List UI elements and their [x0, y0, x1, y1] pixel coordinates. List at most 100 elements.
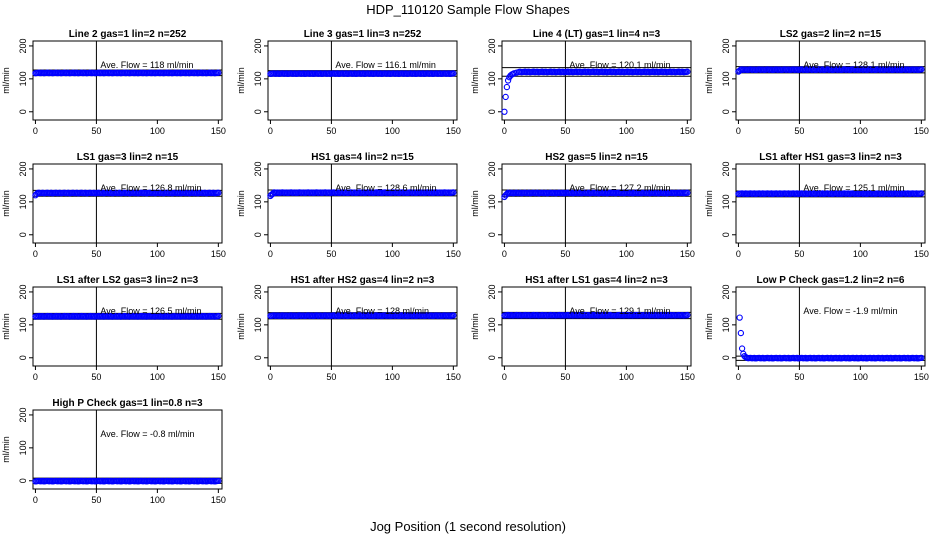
x-tick-label: 100 — [619, 249, 634, 259]
y-tick-label: 100 — [721, 194, 731, 209]
panel-5: LS1 gas=3 lin=2 n=15 0 50 100 150 0 100 200 ml/m… — [1, 152, 226, 259]
y-tick-label: 200 — [487, 161, 497, 176]
y-axis-label: ml/min — [704, 67, 714, 94]
x-tick-label: 150 — [211, 126, 226, 136]
panel-8: LS1 after HS1 gas=3 lin=2 n=3 0 50 100 150 0 1… — [704, 152, 929, 259]
ave-flow-annotation: Ave. Flow = 126.8 ml/min — [100, 183, 201, 193]
x-tick-label: 150 — [914, 249, 929, 259]
y-axis-label: ml/min — [704, 190, 714, 217]
data-point — [684, 189, 691, 196]
panel-title: HS1 after HS2 gas=4 lin=2 n=3 — [291, 275, 435, 286]
panel-title: LS2 gas=2 lin=2 n=15 — [780, 29, 882, 40]
x-tick-label: 0 — [736, 372, 741, 382]
panel-9: LS1 after LS2 gas=3 lin=2 n=3 0 50 100 150 0 1… — [1, 275, 226, 382]
plot-frame — [501, 286, 692, 367]
y-axis-label: ml/min — [236, 67, 246, 94]
x-tick-label: 150 — [914, 126, 929, 136]
data-point — [215, 312, 222, 320]
panel-title: Line 4 (LT) gas=1 lin=4 n=3 — [533, 29, 661, 40]
y-axis-label: ml/min — [1, 313, 11, 340]
y-tick-label: 0 — [487, 232, 497, 237]
panel-title: High P Check gas=1 lin=0.8 n=3 — [52, 398, 203, 409]
panel-6: HS1 gas=4 lin=2 n=15 0 50 100 150 0 100 200 ml/m… — [236, 152, 461, 259]
y-tick-label: 0 — [487, 355, 497, 360]
x-tick-label: 100 — [385, 126, 400, 136]
data-point — [684, 68, 691, 75]
y-tick-label: 0 — [18, 109, 28, 114]
ave-flow-annotation: Ave. Flow = 125.1 ml/min — [803, 183, 904, 193]
data-point — [918, 354, 925, 362]
data-point — [501, 108, 508, 115]
y-tick-label: 200 — [487, 284, 497, 299]
x-tick-label: 100 — [385, 372, 400, 382]
plot-frame — [501, 40, 692, 121]
x-tick-label: 150 — [211, 372, 226, 382]
y-tick-label: 200 — [18, 284, 28, 299]
panel-title: LS1 after LS2 gas=3 lin=2 n=3 — [57, 275, 199, 286]
panel-7: HS2 gas=5 lin=2 n=15 0 50 100 150 0 100 200 ml/m… — [470, 152, 695, 259]
y-tick-label: 100 — [721, 71, 731, 86]
x-tick-label: 0 — [33, 126, 38, 136]
x-tick-label: 0 — [736, 126, 741, 136]
data-point — [503, 83, 511, 91]
x-tick-label: 150 — [914, 372, 929, 382]
x-tick-label: 0 — [33, 495, 38, 505]
data-point — [450, 70, 457, 77]
y-tick-label: 200 — [487, 38, 497, 53]
panel-2: Line 3 gas=1 lin=3 n=252 0 50 100 150 0 100 200… — [236, 29, 461, 136]
panel-title: Line 3 gas=1 lin=3 n=252 — [304, 29, 422, 40]
y-tick-label: 200 — [721, 38, 731, 53]
ave-flow-annotation: Ave. Flow = 128.6 ml/min — [335, 183, 436, 193]
x-tick-label: 50 — [326, 249, 336, 259]
x-tick-label: 0 — [502, 372, 507, 382]
y-tick-label: 0 — [18, 232, 28, 237]
ave-flow-annotation: Ave. Flow = 120.1 ml/min — [569, 60, 670, 70]
data-point — [736, 314, 743, 321]
x-tick-label: 50 — [91, 126, 101, 136]
y-tick-label: 100 — [18, 440, 28, 455]
y-tick-label: 100 — [18, 194, 28, 209]
ave-flow-annotation: Ave. Flow = 127.2 ml/min — [569, 183, 670, 193]
y-tick-label: 200 — [18, 407, 28, 422]
y-tick-label: 200 — [253, 284, 263, 299]
x-tick-label: 50 — [560, 249, 570, 259]
panel-title: Low P Check gas=1.2 lin=2 n=6 — [757, 275, 905, 286]
x-tick-label: 150 — [211, 249, 226, 259]
plot-frame — [32, 286, 223, 367]
x-tick-label: 50 — [794, 126, 804, 136]
y-axis-label: ml/min — [470, 313, 480, 340]
data-point — [450, 312, 457, 319]
data-point — [450, 189, 457, 196]
y-tick-label: 0 — [253, 109, 263, 114]
y-tick-label: 100 — [721, 317, 731, 332]
data-point — [504, 77, 512, 84]
panel-13: High P Check gas=1 lin=0.8 n=3 0 50 100 150 0… — [1, 398, 226, 505]
y-axis-label: ml/min — [470, 190, 480, 217]
y-tick-label: 200 — [253, 38, 263, 53]
x-tick-label: 50 — [794, 249, 804, 259]
y-tick-label: 0 — [721, 232, 731, 237]
y-tick-label: 100 — [253, 317, 263, 332]
x-tick-label: 100 — [150, 249, 165, 259]
x-tick-label: 150 — [680, 249, 695, 259]
x-tick-label: 100 — [385, 249, 400, 259]
panel-1: Line 2 gas=1 lin=2 n=252 0 50 100 150 0 100 200… — [1, 29, 226, 136]
data-point — [215, 69, 222, 76]
x-tick-label: 150 — [446, 126, 461, 136]
ave-flow-annotation: Ave. Flow = 129.1 ml/min — [569, 306, 670, 316]
x-tick-label: 0 — [268, 249, 273, 259]
x-tick-label: 100 — [150, 372, 165, 382]
x-tick-label: 0 — [736, 249, 741, 259]
y-axis-label: ml/min — [1, 67, 11, 94]
y-tick-label: 0 — [18, 355, 28, 360]
y-tick-label: 100 — [487, 194, 497, 209]
y-axis-label: ml/min — [470, 67, 480, 94]
x-tick-label: 50 — [91, 249, 101, 259]
x-tick-label: 50 — [560, 126, 570, 136]
y-axis-label: ml/min — [704, 313, 714, 340]
panel-11: HS1 after LS1 gas=4 lin=2 n=3 0 50 100 150 0 1… — [470, 275, 695, 382]
x-tick-label: 150 — [680, 372, 695, 382]
x-tick-label: 100 — [619, 126, 634, 136]
data-point — [215, 189, 222, 196]
